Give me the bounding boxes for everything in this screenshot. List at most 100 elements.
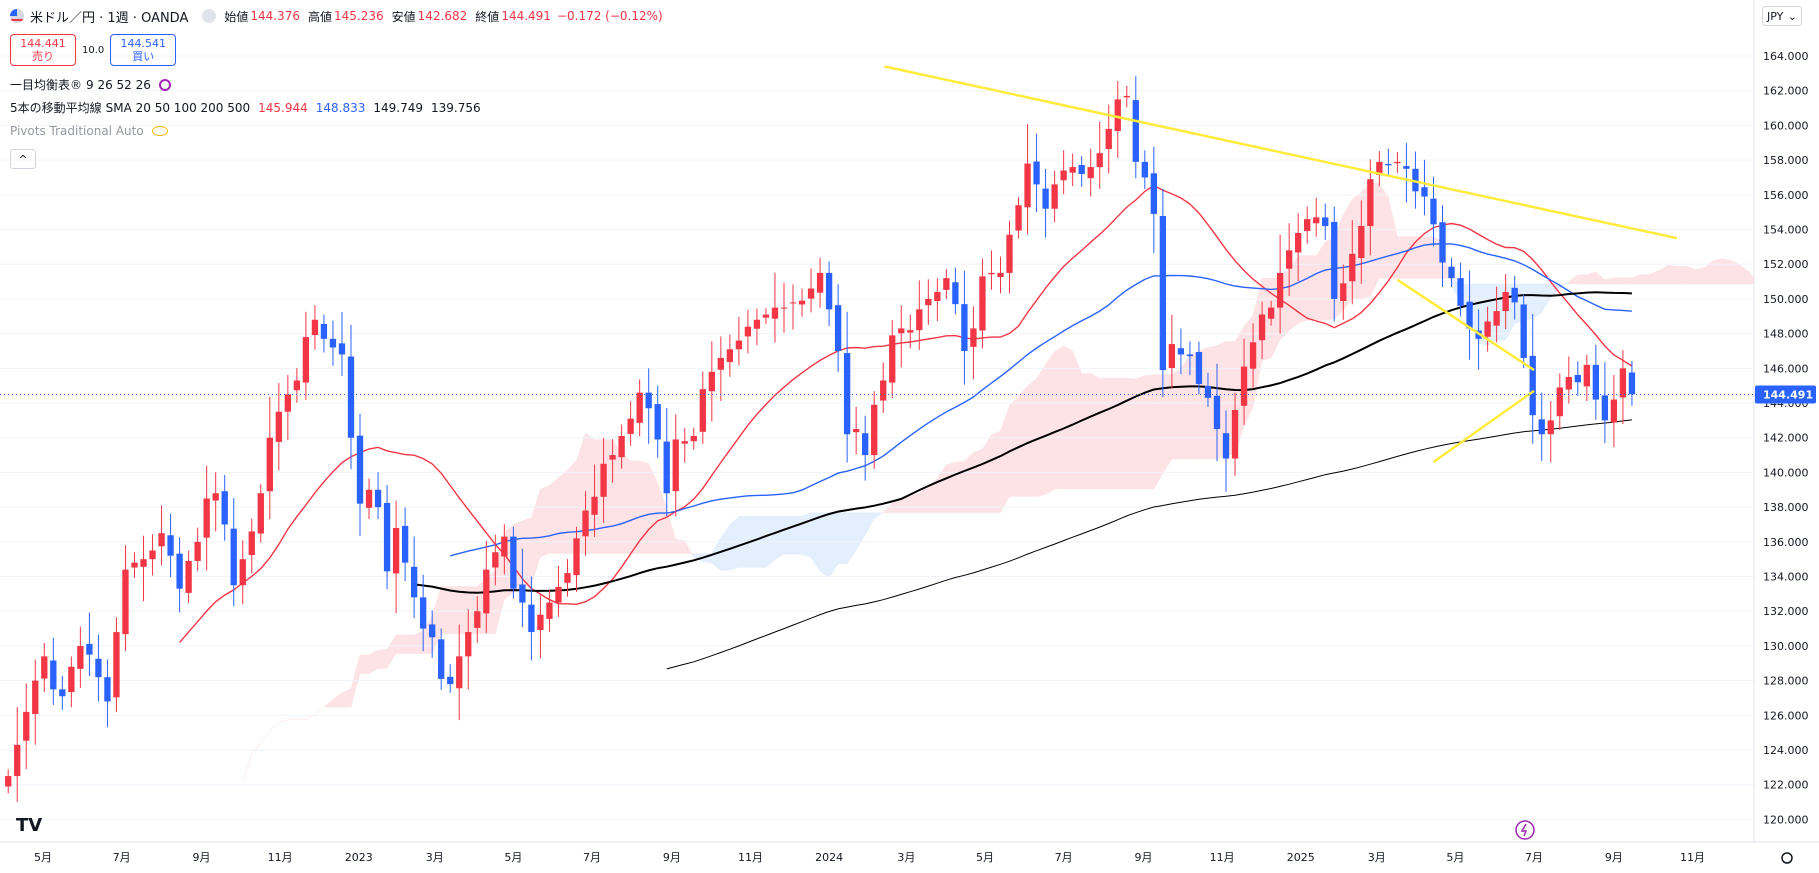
x-tick-label: 11月 — [738, 851, 763, 864]
currency-selector[interactable]: JPY ⌄ — [1762, 6, 1802, 26]
candle-body — [762, 314, 770, 318]
ichimoku-params: 9 26 52 26 — [86, 77, 151, 92]
ichimoku-legend[interactable]: 一目均衡表® 9 26 52 26 — [10, 76, 171, 93]
candle-body — [1376, 161, 1383, 176]
candle-body — [1448, 266, 1455, 279]
candle-body — [248, 531, 255, 556]
settings-gear-icon[interactable] — [1781, 852, 1793, 864]
candle-body — [1087, 167, 1094, 179]
x-tick-label: 7月 — [1525, 851, 1543, 864]
sell-button[interactable]: 144.441 売り — [10, 34, 76, 66]
candle-body — [149, 550, 156, 560]
candle-body — [68, 666, 75, 693]
x-tick-label: 5月 — [1446, 851, 1464, 864]
ma-value-2: 148.833 — [315, 100, 366, 115]
current-price-tag — [1755, 385, 1816, 404]
candle-body — [1556, 387, 1563, 417]
collapse-legend-button[interactable]: ^ — [10, 149, 36, 169]
candle-body — [302, 337, 310, 383]
candle-body — [1114, 99, 1121, 131]
hidden-eye-icon[interactable] — [151, 126, 168, 136]
candle-body — [690, 436, 697, 442]
close-value: 144.491 — [501, 9, 551, 23]
candle-body — [1331, 221, 1338, 299]
x-tick-label: 9月 — [663, 851, 681, 864]
buy-button[interactable]: 144.541 買い — [110, 34, 177, 66]
candle-body — [1015, 205, 1022, 231]
candle-body — [609, 455, 616, 460]
pivots-legend[interactable]: Pivots Traditional Auto — [10, 124, 168, 138]
y-tick-label: 128.000 — [1763, 675, 1809, 688]
candle-body — [465, 632, 472, 657]
chevron-down-icon: ⌄ — [1787, 9, 1797, 23]
candle-body — [113, 632, 120, 698]
symbol-title[interactable]: 米ドル／円 · 1週 · OANDA — [30, 10, 189, 26]
candle-body — [1385, 163, 1392, 166]
ichimoku-cloud-segment — [964, 452, 974, 513]
ichimoku-cloud-segment — [395, 634, 406, 654]
ichimoku-cloud-segment — [1090, 373, 1100, 490]
ichimoku-cloud-segment — [1153, 374, 1164, 490]
x-tick-label: 7月 — [583, 851, 601, 864]
lightning-bolt-icon — [1520, 823, 1528, 837]
candle-body — [871, 404, 878, 456]
ichimoku-cloud-segment — [1306, 255, 1317, 321]
candle-body — [618, 436, 625, 458]
lightning-icon[interactable] — [1515, 820, 1535, 840]
x-tick-label: 2023 — [345, 851, 373, 864]
candle-body — [456, 656, 463, 689]
x-tick-label: 5月 — [34, 851, 52, 864]
candle-body — [1565, 377, 1572, 390]
candle-body — [1493, 311, 1500, 326]
candle-body — [1295, 233, 1302, 253]
currency-label: JPY — [1767, 9, 1784, 23]
ma-legend[interactable]: 5本の移動平均線 SMA 20 50 100 200 500 145.944 1… — [10, 99, 481, 116]
candle-body — [564, 573, 571, 583]
candle-body — [429, 624, 436, 638]
y-tick-label: 132.000 — [1763, 605, 1809, 618]
candle-body — [1213, 395, 1221, 430]
candle-body — [1285, 250, 1293, 269]
candle-body — [889, 335, 896, 383]
candle-body — [1141, 161, 1148, 178]
candle-body — [645, 392, 652, 409]
ichimoku-cloud-segment — [1532, 283, 1542, 319]
candle-body — [77, 645, 84, 669]
candle-body — [519, 584, 526, 603]
candle-body — [591, 496, 598, 515]
symbol-legend: 米ドル／円 · 1週 · OANDA 始値 144.376 高値 145.236 安… — [10, 6, 663, 26]
ma-value-1: 145.944 — [258, 100, 308, 115]
candle-body — [5, 776, 12, 787]
candle-body — [23, 711, 30, 741]
status-dot-icon[interactable] — [202, 9, 217, 23]
y-tick-label: 156.000 — [1763, 189, 1809, 202]
y-tick-label: 142.000 — [1763, 432, 1809, 445]
candle-body — [383, 502, 391, 572]
candle-body — [1240, 366, 1248, 406]
candle-body — [934, 291, 941, 302]
candle-body — [356, 435, 364, 504]
ma-value-3: 149.749 — [373, 100, 424, 115]
low-label: 安値 — [391, 9, 416, 24]
y-tick-label: 122.000 — [1763, 779, 1809, 792]
tradingview-logo-icon: TV — [16, 815, 42, 836]
candle-body — [771, 307, 779, 319]
candle-body — [1304, 219, 1311, 231]
triangle-upper-line — [1396, 278, 1535, 372]
x-tick-label: 11月 — [1210, 851, 1235, 864]
candle-body — [1042, 188, 1049, 209]
ichimoku-cloud-segment — [1072, 350, 1082, 490]
current-price-label: 144.491 — [1763, 389, 1813, 402]
candle-body — [672, 439, 679, 492]
candle-body — [140, 559, 147, 567]
ichimoku-cloud-segment — [1081, 373, 1091, 490]
x-tick-label: 9月 — [1135, 851, 1153, 864]
candle-body — [212, 493, 219, 501]
ichimoku-cloud-segment — [955, 461, 965, 513]
ichimoku-cloud-segment — [1009, 395, 1019, 497]
candle-body — [961, 304, 968, 351]
ichimoku-cloud-segment — [973, 448, 983, 513]
ichimoku-cloud-segment — [1180, 353, 1191, 460]
x-tick-label: 9月 — [1605, 851, 1623, 864]
